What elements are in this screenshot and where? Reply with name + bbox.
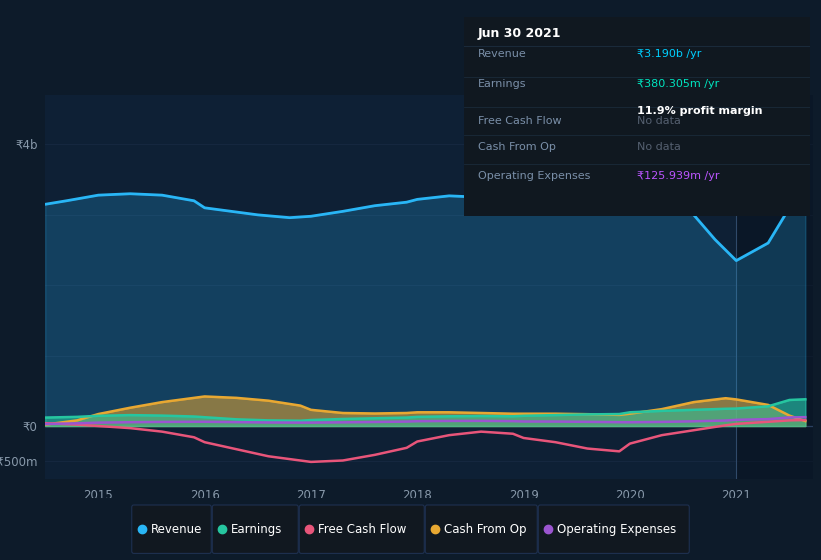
FancyBboxPatch shape [299,505,424,553]
FancyBboxPatch shape [539,505,690,553]
FancyBboxPatch shape [213,505,298,553]
Text: Cash From Op: Cash From Op [478,142,556,152]
FancyBboxPatch shape [425,505,537,553]
FancyBboxPatch shape [131,505,211,553]
Text: No data: No data [637,142,681,152]
Text: Free Cash Flow: Free Cash Flow [319,522,406,536]
Text: Operating Expenses: Operating Expenses [478,171,590,181]
Text: ₹125.939m /yr: ₹125.939m /yr [637,171,719,181]
Text: Jun 30 2021: Jun 30 2021 [478,27,562,40]
Text: Free Cash Flow: Free Cash Flow [478,116,562,126]
Text: Revenue: Revenue [151,522,202,536]
Text: ₹380.305m /yr: ₹380.305m /yr [637,80,719,90]
Text: No data: No data [637,116,681,126]
Text: Cash From Op: Cash From Op [444,522,527,536]
Text: Earnings: Earnings [232,522,282,536]
Text: Operating Expenses: Operating Expenses [557,522,677,536]
Text: Revenue: Revenue [478,49,526,59]
Text: ₹3.190b /yr: ₹3.190b /yr [637,49,701,59]
Text: 11.9% profit margin: 11.9% profit margin [637,106,763,116]
Text: Earnings: Earnings [478,80,526,90]
Bar [736,95,813,479]
